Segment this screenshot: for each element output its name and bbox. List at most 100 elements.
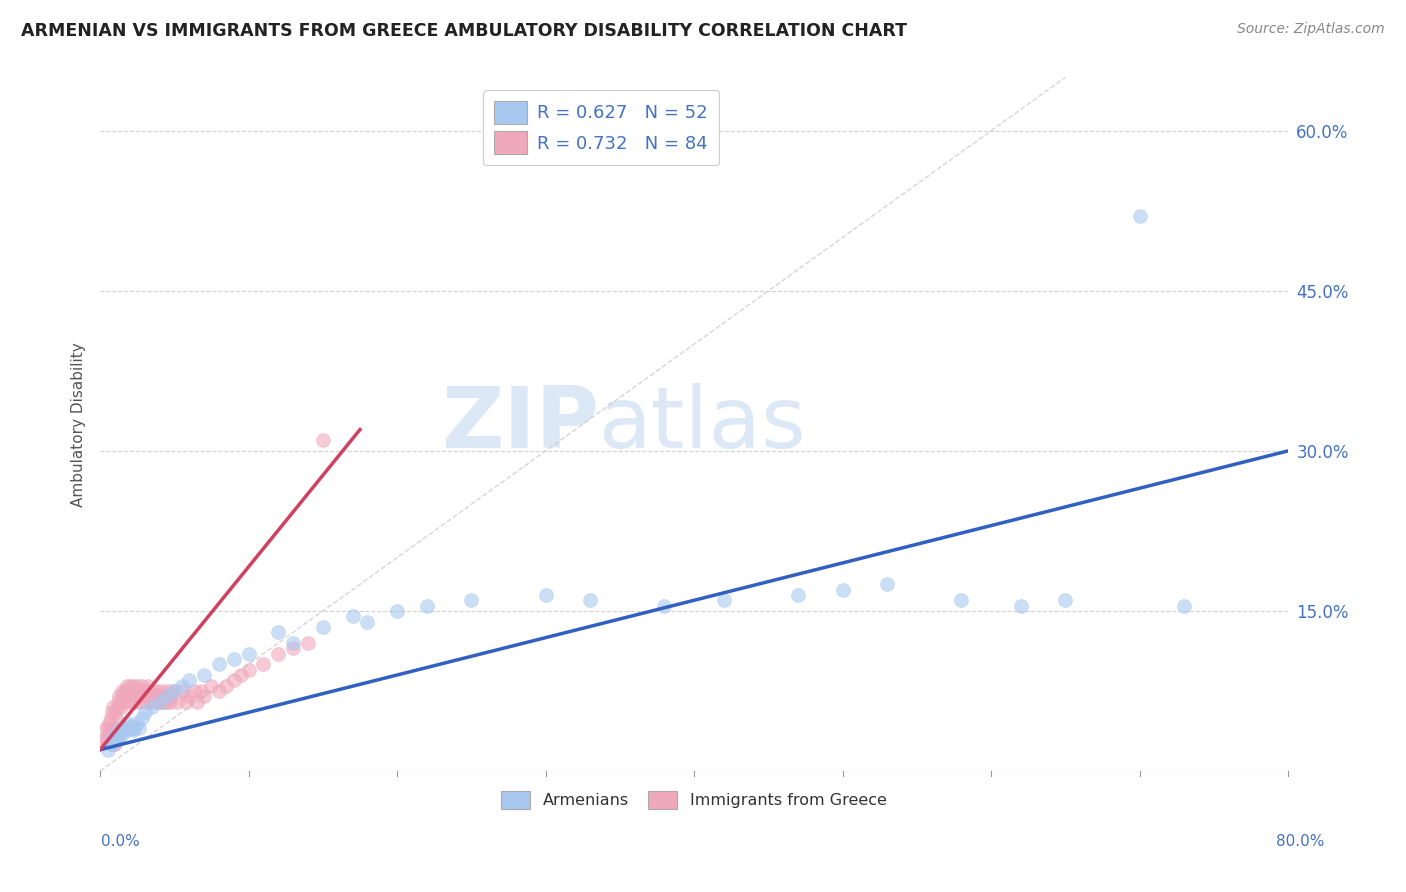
Point [193,668,215,682]
Point [101,722,124,736]
Point [96,742,118,756]
Text: ARMENIAN VS IMMIGRANTS FROM GREECE AMBULATORY DISABILITY CORRELATION CHART: ARMENIAN VS IMMIGRANTS FROM GREECE AMBUL… [21,22,907,40]
Point [156,695,179,709]
Point [111,690,134,704]
Point [104,731,127,746]
Point [98,727,121,741]
Point [118,684,141,698]
Point [98,716,121,731]
Point [1128,209,1150,223]
Text: 0.0%: 0.0% [101,834,141,848]
Point [104,706,127,720]
Point [136,679,159,693]
Point [460,593,482,607]
Point [170,684,193,698]
Point [153,695,176,709]
Point [100,737,122,751]
Text: 80.0%: 80.0% [1277,834,1324,848]
Point [112,695,135,709]
Point [129,695,152,709]
Point [96,722,118,736]
Point [385,604,408,618]
Point [148,695,170,709]
Point [713,593,735,607]
Point [1054,593,1077,607]
Point [108,690,131,704]
Point [950,593,973,607]
Point [124,722,146,736]
Point [1010,599,1032,613]
Point [200,679,222,693]
Point [170,679,193,693]
Point [101,731,124,746]
Legend: Armenians, Immigrants from Greece: Armenians, Immigrants from Greece [495,785,893,815]
Point [139,695,162,709]
Point [131,711,153,725]
Point [124,695,146,709]
Point [111,727,134,741]
Point [100,711,122,725]
Point [91,731,114,746]
Point [208,657,231,672]
Point [141,684,163,698]
Point [222,673,245,688]
Point [160,690,183,704]
Point [110,700,132,714]
Point [143,695,166,709]
Point [146,695,169,709]
Point [117,723,139,738]
Text: Source: ZipAtlas.com: Source: ZipAtlas.com [1237,22,1385,37]
Point [179,673,201,688]
Point [112,722,135,736]
Point [105,734,128,748]
Point [138,690,160,704]
Point [131,679,153,693]
Point [103,731,125,746]
Point [114,684,136,698]
Point [190,684,212,698]
Point [252,657,274,672]
Point [118,679,141,693]
Point [93,731,115,746]
Point [534,588,557,602]
Point [186,695,208,709]
Point [155,690,177,704]
Point [100,737,122,751]
Point [193,690,215,704]
Point [132,690,155,704]
Point [94,722,117,736]
Point [152,684,174,698]
Point [121,684,143,698]
Point [142,690,165,704]
Point [136,684,159,698]
Point [267,625,290,640]
Point [115,716,138,731]
Point [121,679,143,693]
Point [125,684,148,698]
Point [107,731,129,746]
Point [128,722,150,736]
Point [127,716,149,731]
Point [1173,599,1195,613]
Point [876,577,898,591]
Point [105,711,128,725]
Point [148,690,170,704]
Point [215,679,238,693]
Point [96,731,118,746]
Point [128,690,150,704]
Point [101,731,124,746]
Point [159,695,181,709]
Point [283,636,305,650]
Point [107,695,129,709]
Point [356,615,378,629]
Point [120,719,142,733]
Point [104,737,127,751]
Point [416,599,439,613]
Point [179,690,201,704]
Point [654,599,676,613]
Point [150,695,173,709]
Y-axis label: Ambulatory Disability: Ambulatory Disability [72,342,86,507]
Point [156,690,179,704]
Point [105,727,128,741]
Point [183,684,205,698]
